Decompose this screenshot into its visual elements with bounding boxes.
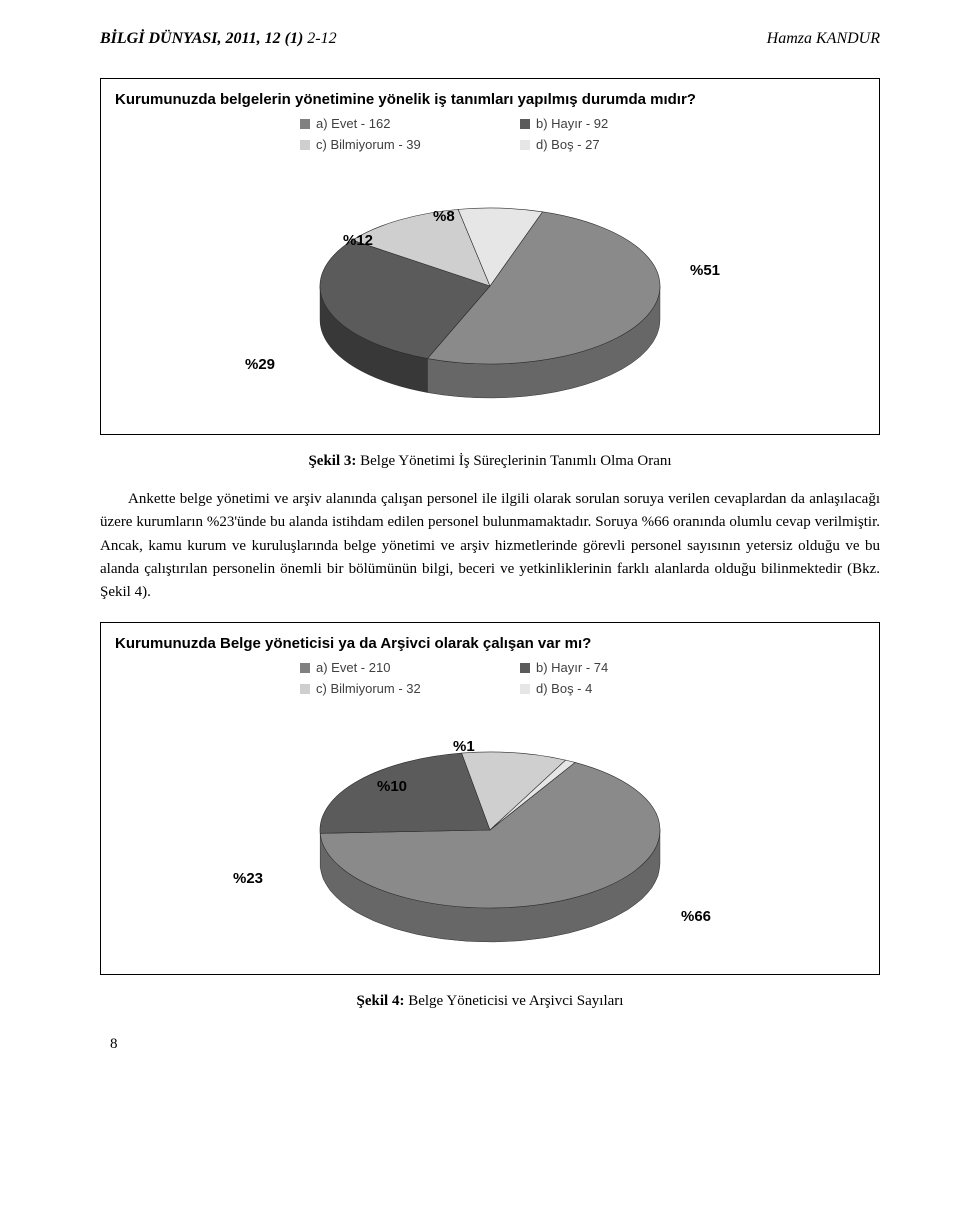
author-name: Hamza KANDUR — [767, 30, 880, 48]
caption-text: Belge Yöneticisi ve Arşivci Sayıları — [404, 993, 623, 1009]
pct-label: %1 — [453, 738, 475, 755]
caption-prefix: Şekil 4: — [357, 993, 405, 1009]
legend-item: c) Bilmiyorum - 39 — [300, 137, 460, 152]
legend-marker-icon — [300, 140, 310, 150]
legend-marker-icon — [520, 119, 530, 129]
legend-item: d) Boş - 4 — [520, 681, 680, 696]
legend-label: d) Boş - 27 — [536, 137, 600, 152]
legend-label: c) Bilmiyorum - 39 — [316, 137, 421, 152]
page-header: BİLGİ DÜNYASI, 2011, 12 (1) 2-12 Hamza K… — [100, 30, 880, 48]
chart1-caption: Şekil 3: Belge Yönetimi İş Süreçlerinin … — [100, 453, 880, 470]
pct-label: %29 — [245, 356, 275, 373]
legend-item: a) Evet - 162 — [300, 116, 460, 131]
pct-label: %23 — [233, 870, 263, 887]
legend-label: a) Evet - 210 — [316, 660, 390, 675]
chart2-title: Kurumunuzda Belge yöneticisi ya da Arşiv… — [115, 635, 865, 652]
chart2-frame: Kurumunuzda Belge yöneticisi ya da Arşiv… — [100, 622, 880, 975]
chart1-pie: %51 %29 %12 %8 — [115, 166, 865, 426]
chart1-title: Kurumunuzda belgelerin yönetimine yöneli… — [115, 91, 865, 108]
legend-label: b) Hayır - 74 — [536, 660, 608, 675]
pct-label: %10 — [377, 778, 407, 795]
legend-label: b) Hayır - 92 — [536, 116, 608, 131]
pct-label: %12 — [343, 232, 373, 249]
legend-marker-icon — [300, 663, 310, 673]
legend-item: a) Evet - 210 — [300, 660, 460, 675]
pct-label: %51 — [690, 262, 720, 279]
body-paragraph: Ankette belge yönetimi ve arşiv alanında… — [100, 488, 880, 604]
legend-label: c) Bilmiyorum - 32 — [316, 681, 421, 696]
chart2-legend: a) Evet - 210 b) Hayır - 74 c) Bilmiyoru… — [300, 660, 680, 696]
page-range: 2-12 — [307, 30, 336, 47]
legend-item: b) Hayır - 74 — [520, 660, 680, 675]
caption-text: Belge Yönetimi İş Süreçlerinin Tanımlı O… — [356, 453, 671, 469]
legend-item: d) Boş - 27 — [520, 137, 680, 152]
legend-marker-icon — [300, 119, 310, 129]
caption-prefix: Şekil 3: — [308, 453, 356, 469]
legend-marker-icon — [300, 684, 310, 694]
legend-item: b) Hayır - 92 — [520, 116, 680, 131]
pct-label: %66 — [681, 908, 711, 925]
legend-marker-icon — [520, 140, 530, 150]
legend-label: a) Evet - 162 — [316, 116, 390, 131]
pie-chart-svg — [270, 710, 710, 960]
journal-name: BİLGİ DÜNYASI, 2011, 12 (1) — [100, 30, 303, 47]
legend-label: d) Boş - 4 — [536, 681, 592, 696]
chart1-legend: a) Evet - 162 b) Hayır - 92 c) Bilmiyoru… — [300, 116, 680, 152]
chart1-frame: Kurumunuzda belgelerin yönetimine yöneli… — [100, 78, 880, 435]
page-number: 8 — [110, 1036, 880, 1053]
legend-item: c) Bilmiyorum - 32 — [300, 681, 460, 696]
journal-ref: BİLGİ DÜNYASI, 2011, 12 (1) 2-12 — [100, 30, 337, 48]
pie-chart-svg — [270, 166, 710, 416]
chart2-caption: Şekil 4: Belge Yöneticisi ve Arşivci Say… — [100, 993, 880, 1010]
chart2-pie: %66 %23 %10 %1 — [115, 710, 865, 970]
pct-label: %8 — [433, 208, 455, 225]
legend-marker-icon — [520, 663, 530, 673]
legend-marker-icon — [520, 684, 530, 694]
